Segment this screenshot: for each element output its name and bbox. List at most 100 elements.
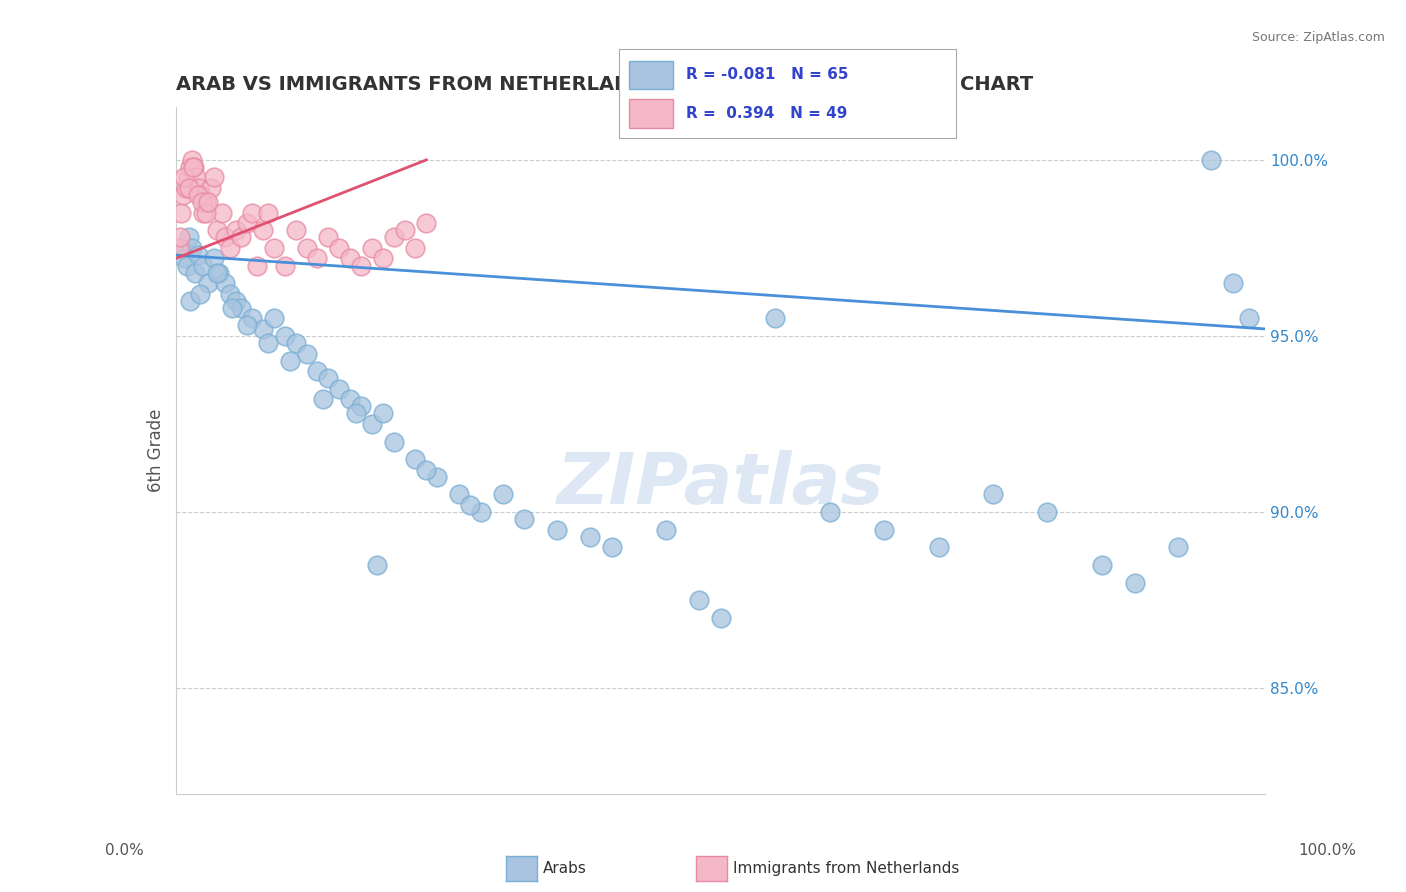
Point <box>252 223 274 237</box>
Point <box>318 371 340 385</box>
Point <box>173 170 195 185</box>
Point <box>177 181 200 195</box>
Point <box>278 353 301 368</box>
Point <box>214 230 236 244</box>
Point <box>184 266 207 280</box>
Point <box>225 223 247 237</box>
Point <box>1091 558 1114 572</box>
Point <box>208 266 231 280</box>
Point <box>173 252 195 266</box>
Point <box>415 463 437 477</box>
Point <box>405 241 427 255</box>
Point <box>202 252 225 266</box>
Point <box>188 286 211 301</box>
Point <box>382 230 405 244</box>
Point <box>394 223 416 237</box>
Point <box>176 259 198 273</box>
Point <box>328 382 350 396</box>
Point <box>263 241 285 255</box>
Point <box>873 523 896 537</box>
Point <box>177 230 200 244</box>
Point <box>257 205 280 219</box>
Point <box>328 241 350 255</box>
Point <box>170 205 193 219</box>
Point <box>274 329 297 343</box>
Point <box>257 336 280 351</box>
Text: 100.0%: 100.0% <box>1299 843 1357 858</box>
Point <box>284 336 307 351</box>
Point <box>470 505 492 519</box>
Point <box>252 322 274 336</box>
Point <box>167 241 190 255</box>
Point <box>284 223 307 237</box>
Text: Source: ZipAtlas.com: Source: ZipAtlas.com <box>1251 31 1385 45</box>
Point <box>366 558 388 572</box>
Point <box>219 286 242 301</box>
Point <box>190 188 212 202</box>
Point <box>186 188 209 202</box>
Point <box>928 541 950 555</box>
Bar <box>628 99 672 128</box>
Point <box>221 301 243 315</box>
Point <box>339 392 361 407</box>
Point <box>181 160 204 174</box>
Text: ZIPatlas: ZIPatlas <box>557 450 884 519</box>
Point <box>186 248 209 262</box>
Point <box>1167 541 1189 555</box>
Point <box>183 160 205 174</box>
Text: ARAB VS IMMIGRANTS FROM NETHERLANDS 6TH GRADE CORRELATION CHART: ARAB VS IMMIGRANTS FROM NETHERLANDS 6TH … <box>176 75 1033 95</box>
Point <box>263 311 285 326</box>
Point <box>191 259 214 273</box>
Point <box>371 407 394 421</box>
Point <box>339 252 361 266</box>
Point <box>307 252 329 266</box>
Text: Arabs: Arabs <box>543 862 586 876</box>
Point <box>181 153 204 167</box>
Point <box>981 487 1004 501</box>
Point <box>179 160 201 174</box>
Point <box>818 505 841 519</box>
Point <box>225 293 247 308</box>
Point <box>172 188 194 202</box>
Point <box>191 195 214 210</box>
Point <box>318 230 340 244</box>
Point <box>1036 505 1059 519</box>
Point <box>579 530 602 544</box>
Point <box>546 523 568 537</box>
Point <box>513 512 536 526</box>
Point <box>191 205 214 219</box>
Text: R =  0.394   N = 49: R = 0.394 N = 49 <box>686 106 848 120</box>
Point <box>688 593 710 607</box>
Point <box>202 170 225 185</box>
Point <box>458 498 481 512</box>
Point <box>350 259 373 273</box>
Point <box>1123 575 1146 590</box>
Point <box>170 241 193 255</box>
Point <box>295 346 318 360</box>
Text: R = -0.081   N = 65: R = -0.081 N = 65 <box>686 68 849 82</box>
Point <box>205 266 228 280</box>
Point <box>231 230 253 244</box>
Point <box>211 205 233 219</box>
Point <box>205 223 228 237</box>
Point <box>235 318 257 333</box>
Point <box>415 216 437 230</box>
Point <box>195 195 218 210</box>
Y-axis label: 6th Grade: 6th Grade <box>146 409 165 492</box>
Point <box>344 407 367 421</box>
Point <box>246 259 269 273</box>
Point <box>179 293 201 308</box>
Point <box>350 400 373 414</box>
Point <box>235 216 257 230</box>
Point <box>600 541 623 555</box>
Point <box>295 241 318 255</box>
Point <box>197 195 219 210</box>
Point <box>197 276 219 290</box>
Point <box>274 259 297 273</box>
Point <box>186 170 208 185</box>
Point <box>195 205 218 219</box>
Text: 0.0%: 0.0% <box>105 843 145 858</box>
Point <box>214 276 236 290</box>
Point <box>181 241 204 255</box>
Point <box>312 392 335 407</box>
